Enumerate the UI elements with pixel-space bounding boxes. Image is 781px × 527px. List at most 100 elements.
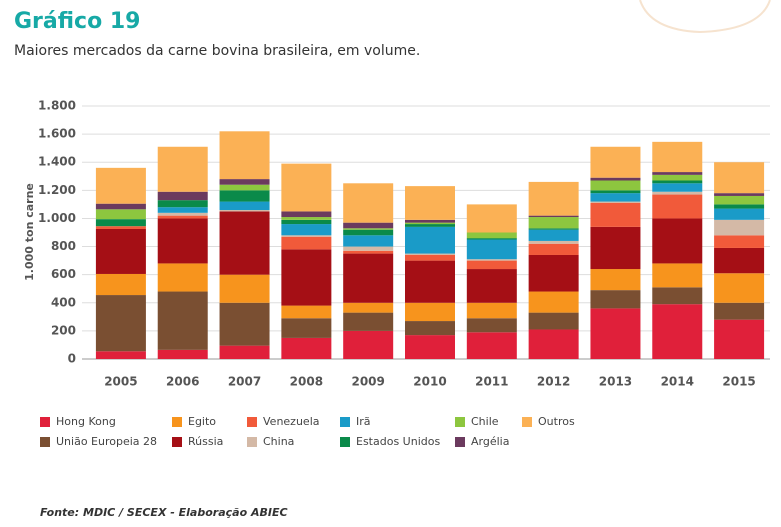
- bar-segment: [466, 318, 517, 333]
- y-tick-label: 1.800: [38, 99, 76, 113]
- legend-label: Rússia: [188, 435, 223, 448]
- bar-segment: [590, 177, 641, 181]
- bar-segment: [219, 179, 270, 185]
- bar-segment: [528, 243, 579, 255]
- bar-segment: [405, 219, 455, 223]
- bar-segment: [405, 253, 455, 255]
- legend-swatch: [172, 437, 182, 447]
- bar-segment: [219, 211, 270, 275]
- bar-segment: [405, 260, 455, 303]
- bar-segment: [652, 304, 703, 359]
- bar-segment: [405, 186, 455, 220]
- bar-segment: [281, 211, 332, 218]
- bar-segment: [590, 308, 641, 359]
- bar-segment: [157, 349, 208, 359]
- bar-segment: [95, 203, 146, 210]
- x-tick-label: 2014: [661, 375, 694, 389]
- bar-segment: [405, 321, 455, 336]
- chart-title: Gráfico 19: [14, 9, 141, 34]
- x-tick-label: 2012: [537, 375, 570, 389]
- legend-label: Hong Kong: [56, 415, 116, 428]
- bar-segment: [714, 235, 765, 248]
- bar-segment: [95, 351, 146, 359]
- bar-segment: [528, 181, 579, 216]
- legend-label: Chile: [471, 415, 499, 428]
- legend-label: China: [263, 435, 294, 448]
- bar-segment: [281, 217, 332, 220]
- bar-segment: [95, 226, 146, 229]
- bar-segment: [281, 249, 332, 306]
- bar-segment: [528, 215, 579, 218]
- bar-segment: [528, 312, 579, 330]
- bar-segment: [95, 167, 146, 204]
- legend-label: Estados Unidos: [356, 435, 440, 448]
- bar-segment: [466, 238, 517, 240]
- x-tick-label: 2011: [475, 375, 508, 389]
- bar-segment: [95, 228, 146, 274]
- bar-segment: [652, 194, 703, 219]
- bar-segment: [343, 222, 394, 229]
- x-tick-label: 2010: [413, 375, 446, 389]
- y-tick-label: 1.600: [38, 127, 76, 141]
- bar-segment: [281, 236, 332, 250]
- bar-segment: [343, 330, 394, 359]
- bar-segment: [343, 228, 394, 230]
- bar-segment: [343, 246, 394, 251]
- bar-segment: [157, 146, 208, 192]
- bar-segment: [652, 191, 703, 195]
- bar-segment: [405, 226, 455, 254]
- bar-segment: [466, 204, 517, 233]
- bar-segment: [590, 146, 641, 178]
- bar-segment: [714, 219, 765, 236]
- x-tick-label: 2013: [599, 375, 632, 389]
- x-tick-label: 2015: [722, 375, 755, 389]
- bar-segment: [652, 172, 703, 175]
- bar-segment: [714, 273, 765, 303]
- bar-segment: [219, 302, 270, 346]
- bar-segment: [714, 247, 765, 274]
- bar-segment: [466, 260, 517, 270]
- legend-label: União Europeia 28: [56, 435, 157, 448]
- legend-swatch: [455, 417, 465, 427]
- y-tick-label: 800: [51, 239, 76, 253]
- legend-swatch: [40, 417, 50, 427]
- bar-segment: [157, 218, 208, 264]
- bar-segment: [219, 184, 270, 191]
- bar-segment: [343, 183, 394, 223]
- bar-segment: [528, 217, 579, 229]
- bar-segment: [466, 259, 517, 261]
- y-tick-label: 600: [51, 267, 76, 281]
- legend-swatch: [247, 437, 257, 447]
- legend-label: Argélia: [471, 435, 509, 448]
- bar-segment: [590, 180, 641, 191]
- bar-segment: [219, 345, 270, 359]
- bar-segment: [281, 163, 332, 212]
- bar-segment: [466, 269, 517, 303]
- bar-segment: [281, 219, 332, 225]
- bar-segment: [714, 204, 765, 209]
- y-tick-label: 1.000: [38, 211, 76, 225]
- bar-segment: [95, 209, 146, 220]
- bar-segment: [714, 162, 765, 194]
- bar-segment: [95, 273, 146, 296]
- bar-segment: [343, 229, 394, 236]
- bar-segment: [157, 191, 208, 201]
- legend-swatch: [522, 417, 532, 427]
- legend-swatch: [247, 417, 257, 427]
- decoration: [639, 0, 771, 34]
- bar-segment: [590, 201, 641, 203]
- bar-segment: [466, 302, 517, 319]
- bar-segment: [652, 183, 703, 192]
- bar-segment: [281, 305, 332, 319]
- y-tick-label: 0: [68, 352, 76, 366]
- bar-segment: [652, 180, 703, 184]
- legend-swatch: [340, 417, 350, 427]
- bar-segment: [528, 291, 579, 313]
- bar-segment: [714, 195, 765, 205]
- bar-segment: [281, 318, 332, 338]
- bar-segment: [714, 193, 765, 196]
- bar-segment: [157, 200, 208, 208]
- bar-segment: [714, 302, 765, 320]
- bar-segment: [95, 295, 146, 352]
